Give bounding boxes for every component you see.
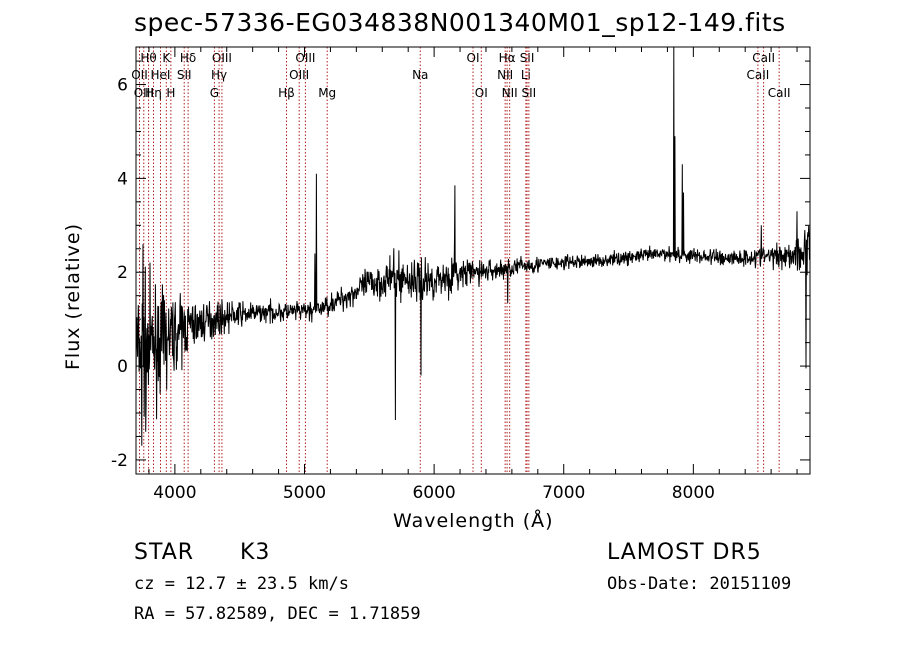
redshift-readout: cz = 12.7 ± 23.5 km/s: [134, 574, 349, 594]
line-marker-label: Hγ: [211, 68, 227, 82]
observation-date: Obs-Date: 20151109: [607, 574, 792, 594]
line-marker-label: HeI: [151, 68, 171, 82]
line-marker-label: SII: [522, 86, 537, 100]
plot-axes: 4000 5000 6000 7000 8000 -2 0 2 4 6: [111, 46, 811, 503]
y-tick-label: 6: [117, 76, 128, 96]
line-marker-label: Hθ: [140, 51, 156, 65]
line-marker-label: NII: [497, 68, 513, 82]
line-marker-label: NII: [502, 86, 518, 100]
y-tick-label: -2: [111, 451, 128, 471]
line-marker-label: K: [162, 51, 171, 65]
page-title: spec-57336-EG034838N001340M01_sp12-149.f…: [134, 8, 786, 37]
object-class: STAR: [134, 540, 195, 565]
line-marker-label: SII: [520, 51, 535, 65]
line-marker-label: OI: [467, 51, 480, 65]
y-tick-label: 4: [117, 169, 128, 189]
x-tick-label: 6000: [412, 483, 455, 503]
y-tick-label: 0: [117, 357, 128, 377]
line-marker-label: OIII: [134, 86, 154, 100]
spectrum-line: [135, 46, 811, 446]
line-marker-label: SII: [177, 68, 192, 82]
line-marker-label: OIII: [295, 51, 315, 65]
x-tick-label: 8000: [672, 483, 715, 503]
y-axis-label: Flux (relative): [62, 222, 84, 370]
survey-name: LAMOST DR5: [607, 540, 762, 565]
line-marker-label: CaII: [768, 86, 791, 100]
coordinates-readout: RA = 57.82589, DEC = 1.71859: [134, 604, 421, 624]
line-marker-label: Hη: [145, 86, 162, 100]
line-marker-label: OIII: [212, 51, 232, 65]
x-tick-label: 7000: [542, 483, 585, 503]
spectrum-series: [135, 46, 811, 446]
line-markers: Hθ OII OIII K HeI Hη H Hδ SII OIII Hγ G OIII OIII Hβ Mg…: [131, 47, 791, 474]
line-marker-label: OI: [475, 86, 488, 100]
line-marker-label: Na: [412, 68, 428, 82]
object-subclass: K3: [240, 540, 271, 565]
line-marker-label: CaII: [746, 68, 769, 82]
line-marker-label: G: [210, 86, 219, 100]
line-marker-label: CaII: [752, 51, 775, 65]
line-marker-label: OII: [131, 68, 148, 82]
line-marker-label: Mg: [318, 86, 336, 100]
line-marker-label: Hβ: [278, 86, 295, 100]
x-axis-label: Wavelength (Å): [393, 510, 554, 532]
x-tick-label: 4000: [153, 483, 196, 503]
line-marker-label: Li: [521, 68, 531, 82]
line-marker-label: Hα: [499, 51, 516, 65]
x-tick-label: 5000: [283, 483, 326, 503]
y-tick-label: 2: [117, 263, 128, 283]
line-marker-label: H: [166, 86, 175, 100]
line-marker-label: Hδ: [180, 51, 196, 65]
plot-frame: [135, 46, 811, 475]
line-marker-label: OIII: [289, 68, 309, 82]
